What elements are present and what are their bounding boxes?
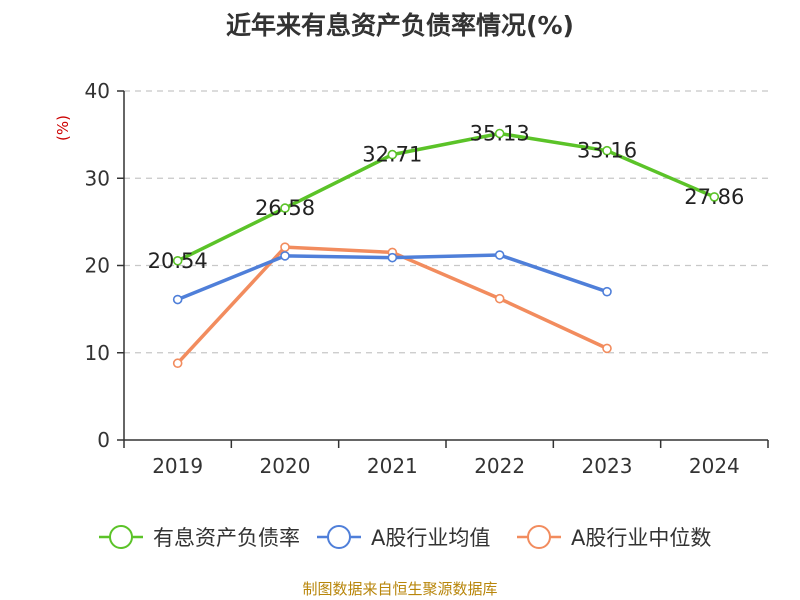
series-point	[172, 255, 183, 266]
y-tick-label: 40	[85, 79, 110, 103]
series-point	[280, 242, 290, 252]
data-label: 35.13	[470, 121, 530, 145]
series-point	[280, 251, 290, 261]
series-point	[602, 286, 612, 297]
series-point	[387, 252, 398, 263]
data-label: 26.58	[255, 196, 315, 220]
source-note: 制图数据来自恒生聚源数据库	[302, 580, 498, 598]
legend-marker	[527, 525, 551, 549]
data-labels: 20.54 26.58 32.71 35.13 33.16 27.86	[148, 121, 745, 272]
series-point	[280, 203, 290, 213]
series-point	[602, 343, 612, 354]
series-lines	[172, 128, 720, 369]
data-label: 20.54	[148, 249, 208, 273]
legend-label: 有息资产负债率	[153, 526, 300, 550]
series-point	[602, 145, 612, 156]
data-label: 33.16	[577, 139, 637, 163]
y-axis-unit-label: (%)	[54, 115, 72, 141]
chart-title: 近年来有息资产负债率情况(%)	[226, 11, 574, 40]
x-tick-label: 2022	[474, 454, 525, 478]
legend-item: 有息资产负债率	[99, 525, 300, 550]
legend-item: A股行业均值	[317, 525, 490, 550]
series-line	[176, 245, 608, 365]
data-label: 32.71	[362, 143, 422, 167]
series-line	[176, 131, 716, 263]
x-tick-label: 2021	[367, 454, 418, 478]
data-label: 27.86	[684, 185, 744, 209]
series-point	[494, 250, 505, 260]
legend-marker	[109, 525, 133, 549]
series-point	[709, 192, 720, 202]
series-point	[494, 293, 505, 304]
y-tick-label: 0	[97, 428, 110, 452]
legend-marker	[327, 525, 351, 549]
legend-label: A股行业均值	[371, 526, 490, 550]
y-tick-label: 30	[85, 166, 110, 190]
x-tick-label: 2020	[260, 454, 311, 478]
grid-lines	[124, 90, 768, 354]
x-tick-label: 2023	[582, 454, 633, 478]
legend: 有息资产负债率 A股行业均值 A股行业中位数	[99, 525, 711, 550]
legend-item: A股行业中位数	[517, 525, 711, 550]
x-tick-label: 2019	[152, 454, 203, 478]
y-tick-label: 20	[85, 254, 110, 278]
x-tick-label: 2024	[689, 454, 740, 478]
legend-label: A股行业中位数	[571, 526, 711, 550]
series-point	[387, 149, 398, 160]
series-point	[172, 358, 183, 369]
axes: 0 10 20 30 40 2019 2020 2021 2022 2023 2024	[85, 79, 769, 478]
y-tick-label: 10	[85, 341, 110, 365]
series-point	[494, 128, 505, 139]
series-point	[172, 294, 183, 305]
